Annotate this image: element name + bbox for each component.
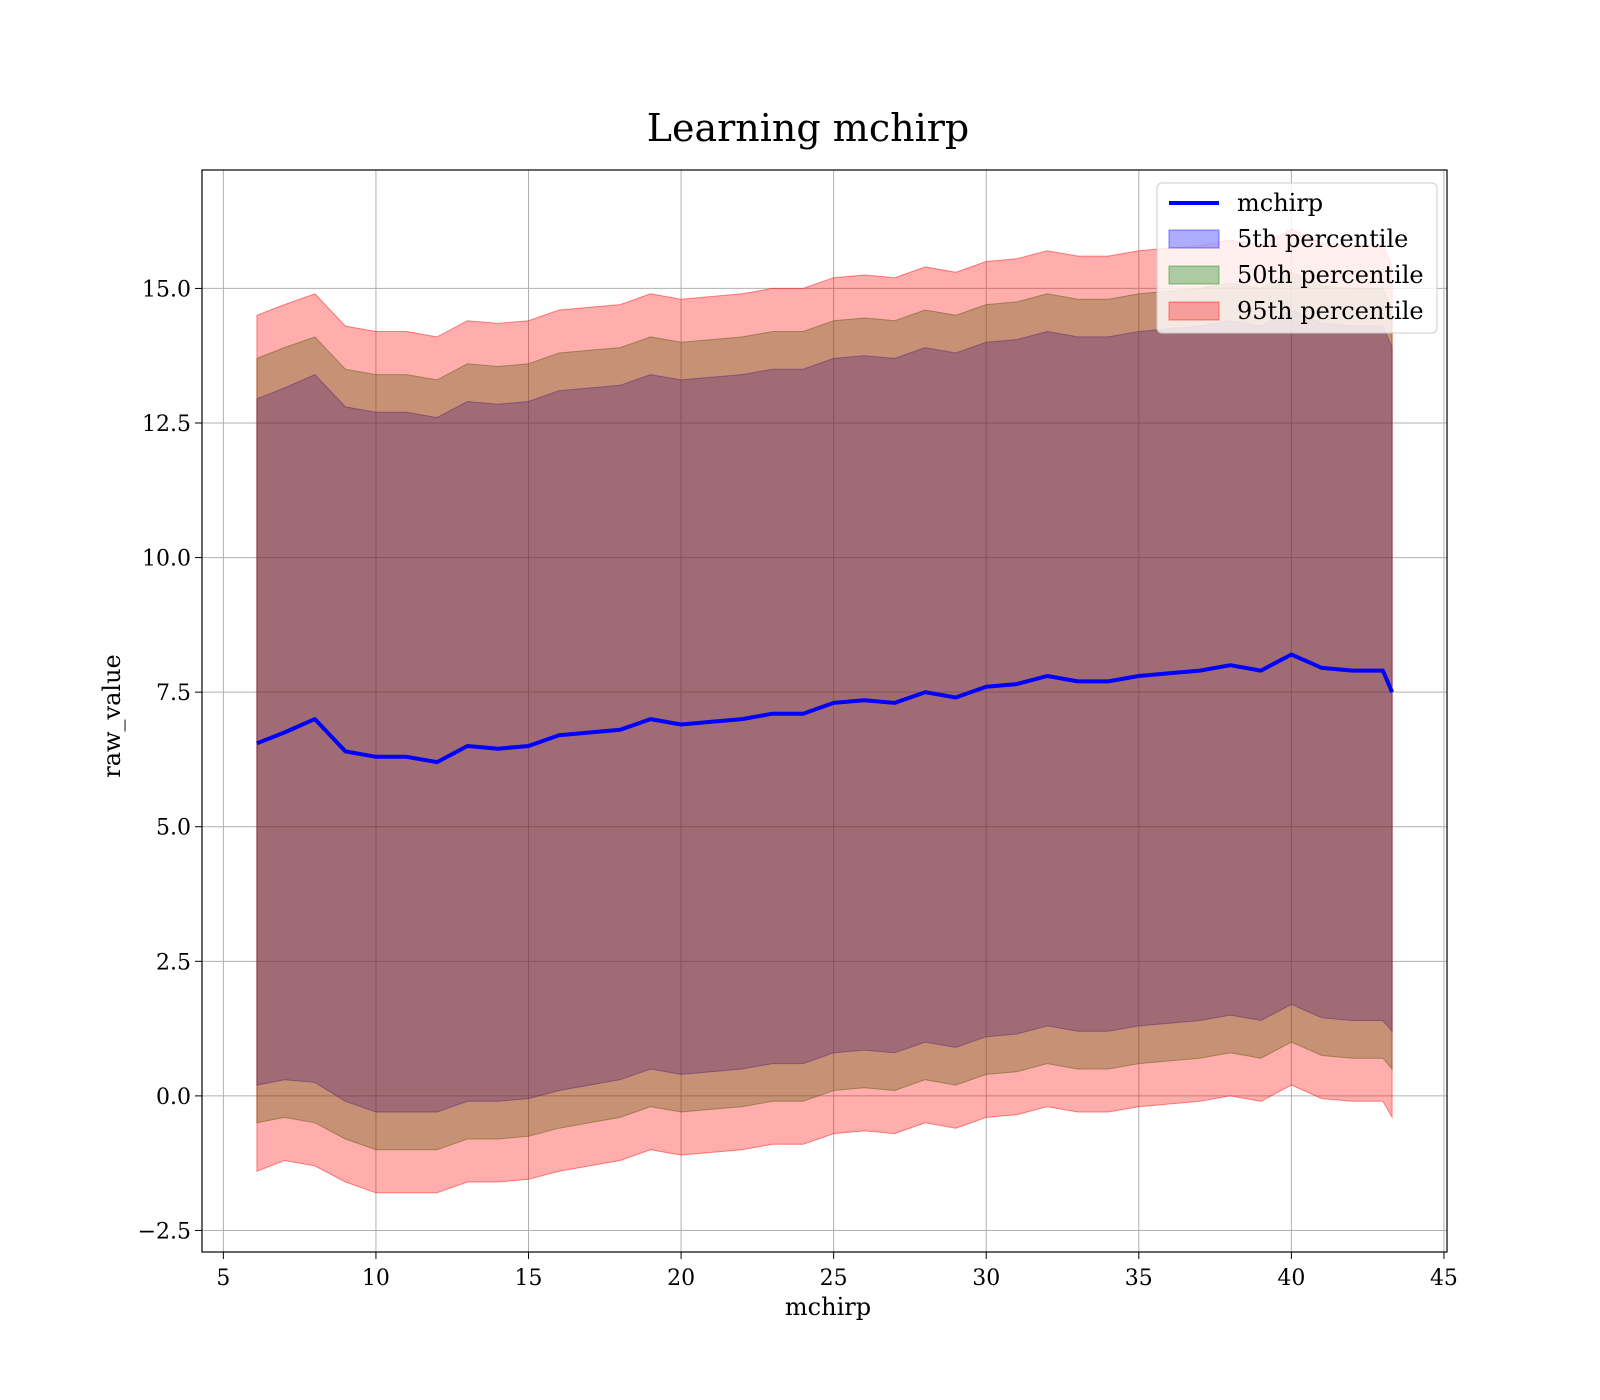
x-tick-label: 40 [1277, 1266, 1305, 1291]
x-axis-label: mchirp [785, 1293, 871, 1321]
chart-title: Learning mchirp [647, 106, 969, 150]
plot-frame [201, 169, 1448, 1253]
50th-percentile-band [256, 271, 1393, 1151]
y-tick-label: −2.5 [138, 1219, 191, 1244]
grid [202, 170, 1447, 1252]
5th-percentile-legend-label: 5th percentile [1237, 225, 1408, 253]
y-tick-label: 0.0 [156, 1085, 191, 1110]
95th-percentile-legend-label: 95th percentile [1237, 297, 1424, 325]
y-tick-label: 15.0 [142, 277, 191, 302]
mchirp-legend-label: mchirp [1237, 189, 1323, 217]
50th-percentile-legend-label: 50th percentile [1237, 261, 1424, 289]
x-tick-label: 20 [667, 1266, 695, 1291]
5th-percentile-band [256, 309, 1393, 1113]
5th-percentile-legend-swatch [1168, 229, 1220, 249]
legend: mchirp 5th percentile 50th percentile 95th … [1156, 182, 1438, 334]
x-tick-label: 25 [820, 1266, 848, 1291]
legend-box [1156, 182, 1438, 334]
y-tick-label: 10.0 [142, 547, 191, 572]
x-tick-label: 35 [1125, 1266, 1153, 1291]
x-tick-label: 10 [362, 1266, 390, 1291]
x-tick-label: 30 [972, 1266, 1000, 1291]
95th-percentile-band [256, 228, 1393, 1194]
x-tick-label: 15 [515, 1266, 543, 1291]
percentile-bands [256, 228, 1393, 1194]
y-tick-label: 7.5 [156, 681, 191, 706]
50th-percentile-legend-swatch [1168, 265, 1220, 285]
x-tick-label: 5 [216, 1266, 230, 1291]
y-tick-label: 2.5 [156, 950, 191, 975]
data-lines [256, 652, 1394, 765]
y-tick-label: 5.0 [156, 816, 191, 841]
x-tick-label: 45 [1430, 1266, 1458, 1291]
plot-area [201, 169, 1448, 1253]
x-axis: 5 10 15 20 25 30 35 40 45 [216, 1252, 1458, 1291]
y-axis-label: raw_value [98, 654, 126, 778]
y-tick-label: 12.5 [142, 412, 191, 437]
95th-percentile-legend-swatch [1168, 301, 1220, 321]
y-axis: −2.5 0.0 2.5 5.0 7.5 10.0 12.5 15.0 [138, 277, 202, 1244]
